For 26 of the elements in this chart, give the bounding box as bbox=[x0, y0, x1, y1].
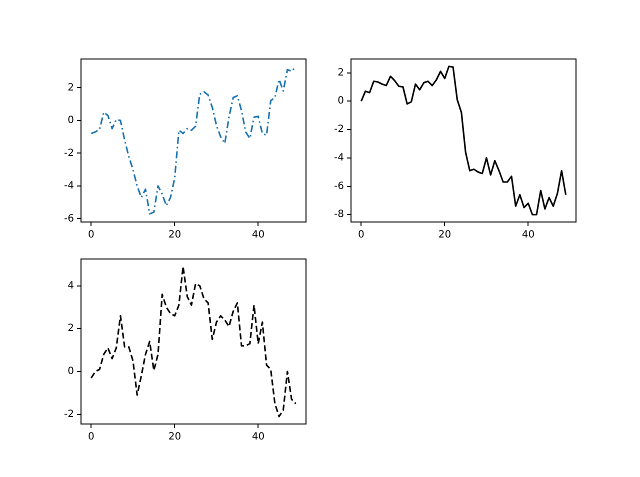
x-tick-label: 20 bbox=[168, 230, 182, 241]
y-tick-label: 2 bbox=[68, 82, 74, 94]
y-tick-label: 4 bbox=[68, 280, 74, 292]
x-tick-label: 40 bbox=[252, 230, 265, 241]
x-tick-label: 40 bbox=[252, 432, 265, 443]
y-tick-label: 0 bbox=[68, 366, 74, 378]
y-tick-label: -2 bbox=[64, 148, 74, 159]
y-tick-label: 0 bbox=[68, 115, 74, 126]
x-tick-label: 0 bbox=[88, 432, 94, 443]
line-series bbox=[90, 266, 297, 418]
y-tick-label: -4 bbox=[64, 180, 74, 192]
x-tick-label: 0 bbox=[358, 230, 364, 241]
y-tick-label: 2 bbox=[68, 323, 74, 334]
x-tick-label: 40 bbox=[522, 230, 535, 241]
y-tick-label: -6 bbox=[334, 180, 344, 192]
y-tick-label: -2 bbox=[64, 408, 74, 420]
line-series bbox=[90, 66, 297, 215]
y-tick-label: -2 bbox=[334, 124, 344, 136]
x-tick-label: 20 bbox=[438, 230, 452, 241]
x-tick-label: 0 bbox=[88, 230, 94, 241]
y-tick-label: 2 bbox=[338, 67, 344, 78]
y-tick-label: -4 bbox=[334, 152, 344, 164]
x-tick-label: 20 bbox=[168, 432, 182, 443]
y-tick-label: 0 bbox=[338, 96, 344, 107]
y-tick-label: -6 bbox=[64, 213, 74, 224]
y-tick-label: -8 bbox=[334, 209, 344, 220]
